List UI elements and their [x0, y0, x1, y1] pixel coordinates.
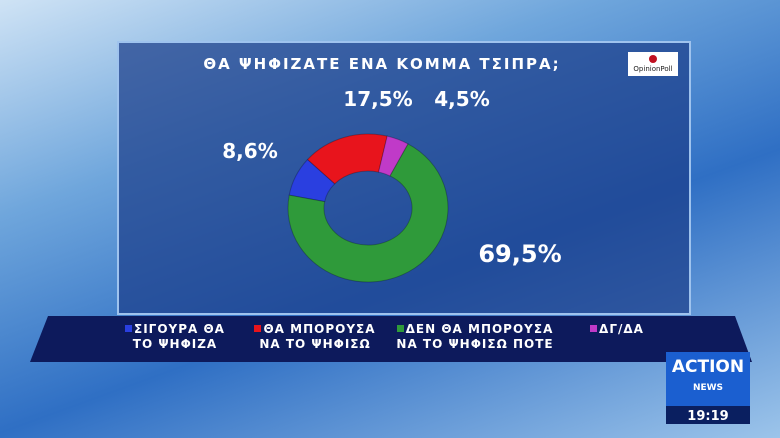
value-label: 8,6%	[222, 139, 277, 163]
chart-title: ΘΑ ΨΗΦΙΖΑΤΕ ΕΝΑ ΚΟΜΜΑ ΤΣΙΠΡΑ;	[203, 55, 560, 73]
legend-entry: ΣΙΓΟΥΡΑ ΘΑ ΤΟ ΨΗΦΙΖΑ	[120, 322, 230, 352]
poll-logo-icon	[649, 55, 657, 63]
legend-bar	[30, 316, 752, 362]
value-label: 69,5%	[478, 240, 561, 268]
channel-logo-box	[666, 352, 750, 406]
legend-swatch	[254, 325, 262, 332]
clock-box	[666, 406, 750, 424]
donut-slice	[287, 143, 449, 283]
legend-label: ΣΙΓΟΥΡΑ ΘΑ ΤΟ ΨΗΦΙΖΑ	[132, 322, 225, 351]
legend-swatch	[590, 325, 598, 332]
channel-sub: NEWS	[693, 383, 723, 393]
value-label: 4,5%	[434, 87, 489, 111]
legend-label: ΔΓ/ΔΑ	[599, 322, 644, 336]
poll-logo: OpinionPoll	[633, 65, 672, 73]
donut-slice	[288, 158, 336, 203]
legend-swatch	[396, 325, 404, 332]
legend-label: ΔΕΝ ΘΑ ΜΠΟΡΟΥΣΑ ΝΑ ΤΟ ΨΗΦΙΣΩ ΠΟΤΕ	[396, 322, 554, 351]
clock: 19:19	[687, 409, 728, 424]
legend-entry: ΔΓ/ΔΑ	[582, 322, 652, 337]
legend-entry: ΔΕΝ ΘΑ ΜΠΟΡΟΥΣΑ ΝΑ ΤΟ ΨΗΦΙΣΩ ΠΟΤΕ	[390, 322, 560, 352]
donut-slice	[377, 135, 409, 177]
value-label: 17,5%	[343, 87, 412, 111]
channel-logo: ACTION	[672, 357, 744, 377]
donut-slice	[306, 133, 388, 185]
legend-swatch	[125, 325, 133, 332]
legend-entry: ΘΑ ΜΠΟΡΟΥΣΑ ΝΑ ΤΟ ΨΗΦΙΣΩ	[245, 322, 385, 352]
legend-label: ΘΑ ΜΠΟΡΟΥΣΑ ΝΑ ΤΟ ΨΗΦΙΣΩ	[259, 322, 376, 351]
